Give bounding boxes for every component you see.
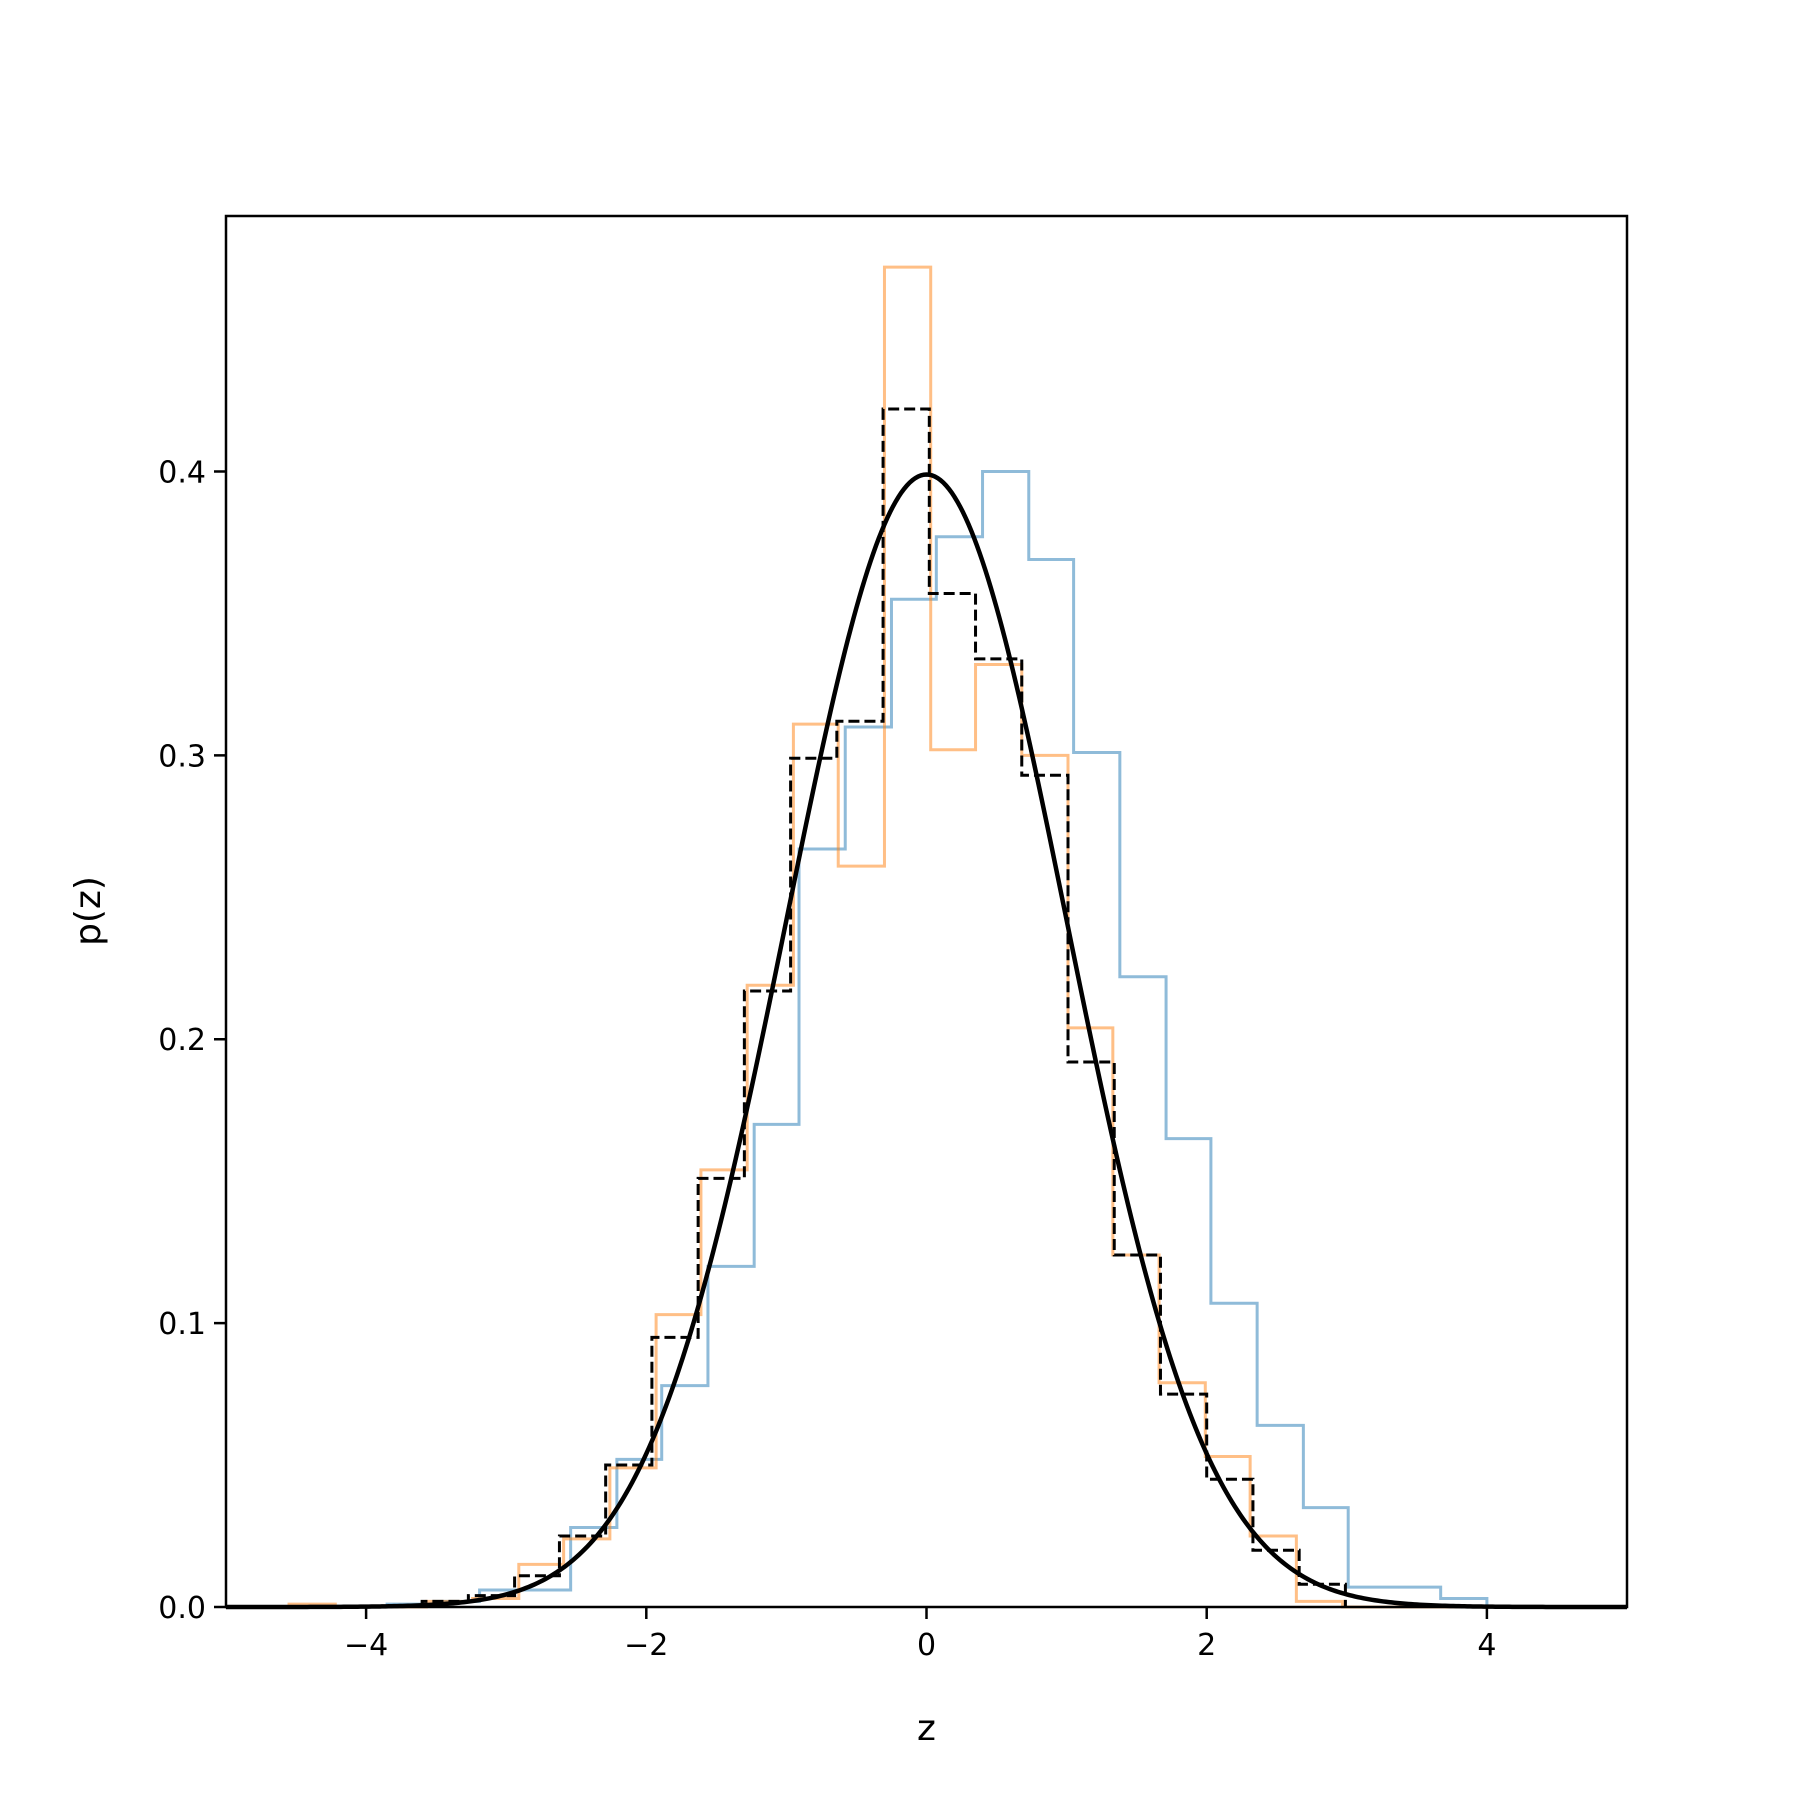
y-tick-label: 0.0 [158, 1591, 206, 1626]
x-tick-label: −4 [344, 1628, 388, 1663]
x-tick-label: −2 [624, 1628, 668, 1663]
normal-density-curve [226, 472, 1627, 1610]
y-tick-label: 0.1 [158, 1307, 206, 1342]
x-axis: −4 −2 0 2 4 [344, 1607, 1496, 1663]
y-axis-label: p(z) [68, 876, 109, 946]
histogram-series-1 [296, 469, 1489, 1609]
plot-area [226, 265, 1627, 1610]
x-tick-label: 2 [1197, 1628, 1216, 1663]
y-tick-label: 0.4 [158, 455, 206, 490]
histogram-series-3 [420, 407, 1347, 1607]
x-tick-label: 0 [917, 1628, 936, 1663]
y-tick-label: 0.2 [158, 1023, 206, 1058]
x-axis-label: z [917, 1708, 936, 1749]
y-tick-label: 0.3 [158, 739, 206, 774]
x-tick-label: 4 [1477, 1628, 1496, 1663]
y-axis: 0.0 0.1 0.2 0.3 0.4 [158, 455, 226, 1626]
